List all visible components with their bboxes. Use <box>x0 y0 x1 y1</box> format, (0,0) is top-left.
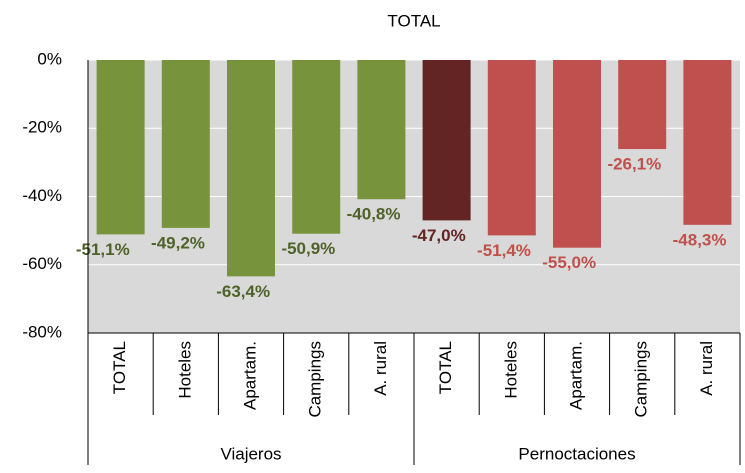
bar <box>683 60 732 225</box>
x-tick-label: Apartam. <box>240 341 259 410</box>
data-label: -51,1% <box>76 240 130 259</box>
bar <box>96 60 145 235</box>
y-tick-label: -60% <box>22 254 62 273</box>
x-tick-label: A. rural <box>371 341 390 396</box>
x-tick-label: Hoteles <box>501 341 520 399</box>
bar <box>553 60 601 248</box>
bar <box>227 60 275 277</box>
data-label: -47,0% <box>412 226 466 245</box>
x-tick-label: Campings <box>632 341 651 418</box>
data-label: -48,3% <box>673 230 727 249</box>
data-label: -55,0% <box>542 253 596 272</box>
bar <box>487 60 536 236</box>
y-tick-label: -80% <box>22 322 62 341</box>
y-tick-label: -20% <box>22 118 62 137</box>
bar <box>357 60 406 200</box>
x-tick-label: TOTAL <box>436 341 455 394</box>
bar <box>618 60 667 150</box>
bar <box>292 60 341 234</box>
group-label: Viajeros <box>220 444 281 463</box>
data-label: -26,1% <box>607 155 661 174</box>
data-label: -51,4% <box>477 241 531 260</box>
data-label: -40,8% <box>347 205 401 224</box>
data-label: -50,9% <box>281 239 335 258</box>
x-tick-label: A. rural <box>697 341 716 396</box>
chart-title: TOTAL <box>387 11 440 30</box>
x-tick-label: TOTAL <box>110 341 129 394</box>
x-tick-label: Hoteles <box>175 341 194 399</box>
bar <box>161 60 210 228</box>
group-label: Pernoctaciones <box>518 444 635 463</box>
data-label: -49,2% <box>151 233 205 252</box>
bar <box>422 60 471 221</box>
x-tick-label: Apartam. <box>566 341 585 410</box>
y-tick-label: 0% <box>37 49 62 68</box>
x-tick-label: Campings <box>306 341 325 418</box>
y-tick-label: -40% <box>22 186 62 205</box>
data-label: -63,4% <box>216 282 270 301</box>
